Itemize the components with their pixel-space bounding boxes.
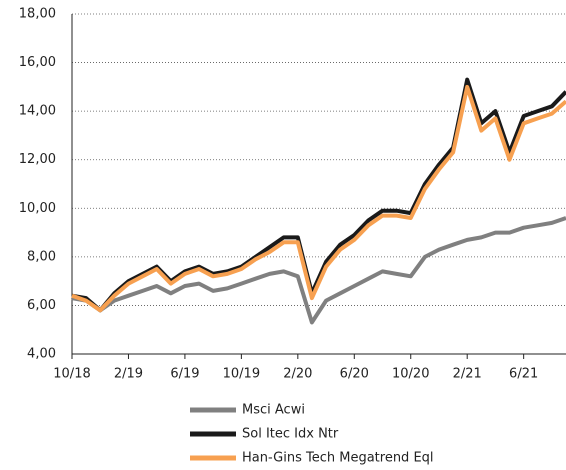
series-line — [71, 84, 566, 313]
x-tick-label: 2/19 — [114, 367, 143, 382]
legend-label: Sol Itec Idx Ntr — [242, 427, 339, 442]
legend-label: Han-Gins Tech Megatrend Eql — [242, 451, 434, 466]
y-tick-label: 18,00 — [19, 7, 56, 22]
series-line — [71, 216, 566, 325]
x-tick-label: 10/18 — [53, 367, 90, 382]
y-tick-label: 6,00 — [27, 298, 56, 313]
x-tick-label: 6/21 — [509, 367, 538, 382]
x-tick-label: 6/20 — [340, 367, 369, 382]
y-tick-label: 4,00 — [27, 347, 56, 362]
x-tick-label: 10/19 — [223, 367, 260, 382]
y-tick-label: 10,00 — [19, 201, 56, 216]
y-tick-label: 16,00 — [19, 55, 56, 70]
y-tick-label: 8,00 — [27, 249, 56, 264]
y-tick-label: 12,00 — [19, 152, 56, 167]
legend-label: Msci Acwi — [242, 403, 305, 418]
x-tick-label: 2/20 — [283, 367, 312, 382]
x-tick-label: 10/20 — [392, 367, 429, 382]
x-tick-label: 6/19 — [170, 367, 199, 382]
x-tick-label: 2/21 — [453, 367, 482, 382]
y-tick-label: 14,00 — [19, 104, 56, 119]
